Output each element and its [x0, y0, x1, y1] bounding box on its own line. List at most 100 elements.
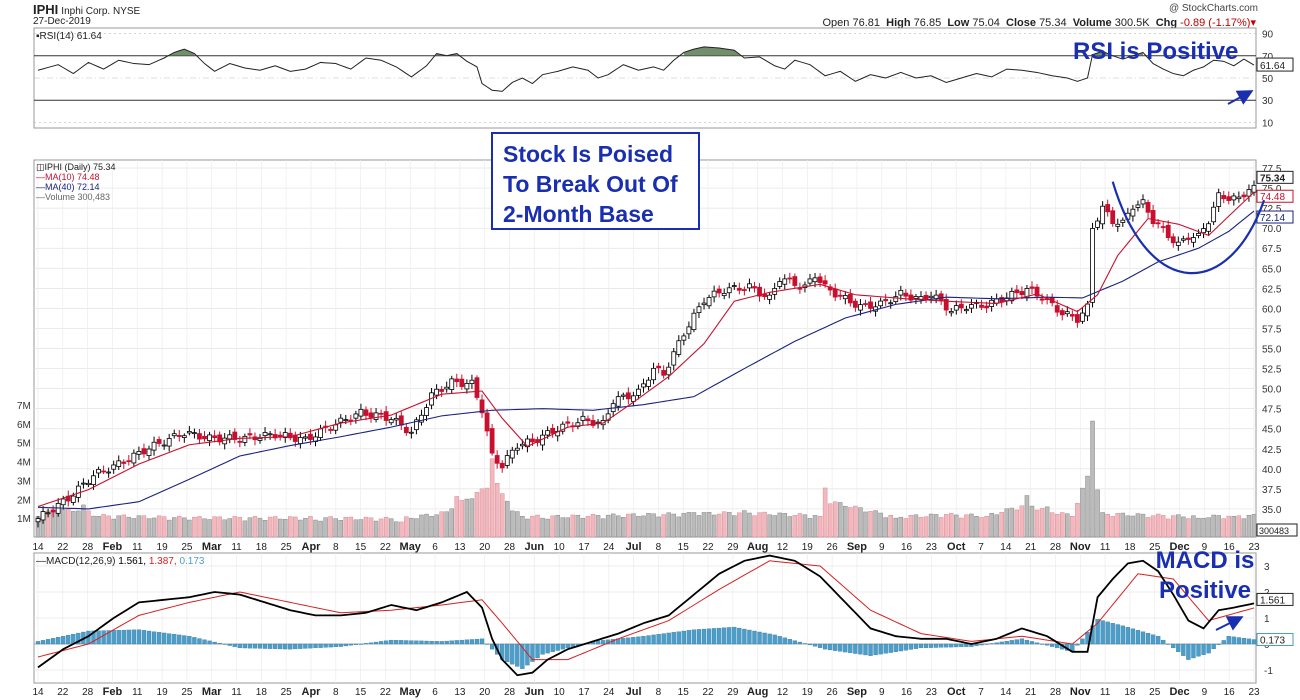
- macd-histogram-bar: [76, 632, 81, 645]
- candle-body: [913, 296, 919, 299]
- macd-histogram-bar: [257, 643, 263, 649]
- volume-bar: [177, 515, 182, 538]
- volume-bar: [621, 517, 626, 538]
- volume-bar: [772, 515, 777, 538]
- candle-body: [1216, 192, 1222, 207]
- macd-histogram-bar: [1251, 639, 1257, 645]
- volume-bar: [1171, 515, 1176, 538]
- candle-body: [338, 417, 344, 423]
- macd-histogram-bar: [631, 637, 636, 645]
- candle-body: [1251, 184, 1257, 193]
- candle-body: [1019, 291, 1025, 296]
- x-tick-label: Apr: [302, 541, 322, 553]
- candle-body: [676, 340, 682, 355]
- volume-bar: [1105, 513, 1110, 538]
- macd-tick-label: 1: [1264, 614, 1270, 625]
- candle: [701, 297, 707, 310]
- macd-histogram-bar: [1150, 634, 1156, 645]
- candle: [126, 455, 132, 466]
- x-tick-label: 28: [1050, 542, 1062, 553]
- volume-bar: [262, 520, 268, 538]
- ma10-legend-item: —MA(10) 74.48: [36, 172, 100, 182]
- volume-bar: [141, 515, 147, 538]
- candle-body: [1221, 195, 1227, 200]
- candle-body: [449, 378, 455, 390]
- volume-bar: [1160, 515, 1166, 538]
- macd-histogram-bar: [812, 643, 818, 647]
- candle: [741, 286, 747, 296]
- x-tick-label: Sep: [847, 541, 867, 553]
- x-tick-label: 18: [1124, 542, 1136, 553]
- volume-bar: [767, 514, 772, 538]
- x-tick-label: 24: [603, 542, 615, 553]
- volume-bar: [868, 511, 873, 538]
- macd-signal-line: [37, 560, 1255, 661]
- macd-histogram-bar: [217, 643, 222, 645]
- macd-histogram-bar: [515, 643, 520, 667]
- macd-histogram-bar: [989, 643, 994, 645]
- volume-bar: [817, 516, 823, 538]
- x-tick-label: 20: [479, 542, 491, 553]
- candle: [96, 466, 101, 478]
- x-tick-label: Nov: [1070, 541, 1092, 553]
- x-tick-label: 8: [333, 687, 339, 698]
- x-tick-label: 17: [578, 542, 590, 553]
- macd-histogram-bar: [858, 643, 863, 655]
- x-tick-label: 10: [554, 687, 566, 698]
- macd-histogram-bar: [207, 640, 212, 645]
- volume-bar: [207, 519, 212, 538]
- candle: [1180, 235, 1186, 243]
- x-tick-label: 22: [702, 542, 714, 553]
- volume-bar: [933, 514, 939, 538]
- macd-histogram-bar: [1044, 643, 1050, 646]
- macd-histogram-bar: [429, 640, 434, 645]
- base-callout-line: To Break Out Of: [503, 171, 678, 197]
- candle: [777, 277, 783, 290]
- volume-bar: [853, 505, 858, 538]
- macd-histogram-bar: [368, 642, 374, 645]
- volume-bar: [1130, 515, 1136, 538]
- candle: [277, 431, 283, 441]
- candle: [353, 410, 359, 424]
- candle-body: [832, 288, 838, 298]
- rsi-tick-label: 90: [1262, 30, 1274, 41]
- volume-bar: [429, 515, 434, 538]
- candle-body: [509, 449, 515, 459]
- volume-bar: [863, 511, 868, 538]
- macd-histogram-bar: [464, 639, 470, 645]
- candle-body: [207, 434, 212, 442]
- candle: [787, 272, 793, 284]
- candle: [146, 445, 152, 460]
- candle-body: [721, 293, 727, 297]
- volume-bar: [520, 516, 525, 538]
- volume-bar: [1201, 517, 1206, 538]
- candle: [716, 285, 722, 298]
- candle-body: [121, 461, 127, 464]
- x-tick-label: 29: [727, 542, 739, 553]
- volume-bar: [984, 516, 989, 538]
- candle: [792, 273, 798, 289]
- macd-histogram-bar: [449, 640, 454, 645]
- macd-histogram-bar: [484, 643, 490, 645]
- candle-body: [585, 418, 591, 422]
- candle-body: [131, 452, 137, 464]
- candle-body: [81, 482, 86, 485]
- x-tick-label: 8: [656, 542, 662, 553]
- x-tick-label: Mar: [202, 541, 222, 553]
- candle-body: [918, 296, 924, 300]
- volume-bar: [298, 519, 303, 538]
- candle-body: [782, 278, 788, 285]
- macd-histogram-bar: [661, 633, 666, 645]
- candle: [393, 413, 399, 426]
- volume-bar: [757, 512, 762, 538]
- x-tick-label: 24: [603, 687, 615, 698]
- x-tick-label: 12: [777, 542, 789, 553]
- candle-body: [40, 511, 46, 521]
- macd-histogram-bar: [187, 636, 192, 645]
- macd-histogram-bar: [247, 643, 253, 649]
- candle-body: [1150, 210, 1156, 225]
- candle-body: [262, 432, 268, 437]
- close-value: 75.34: [1039, 17, 1067, 29]
- macd-histogram-bar: [757, 631, 762, 645]
